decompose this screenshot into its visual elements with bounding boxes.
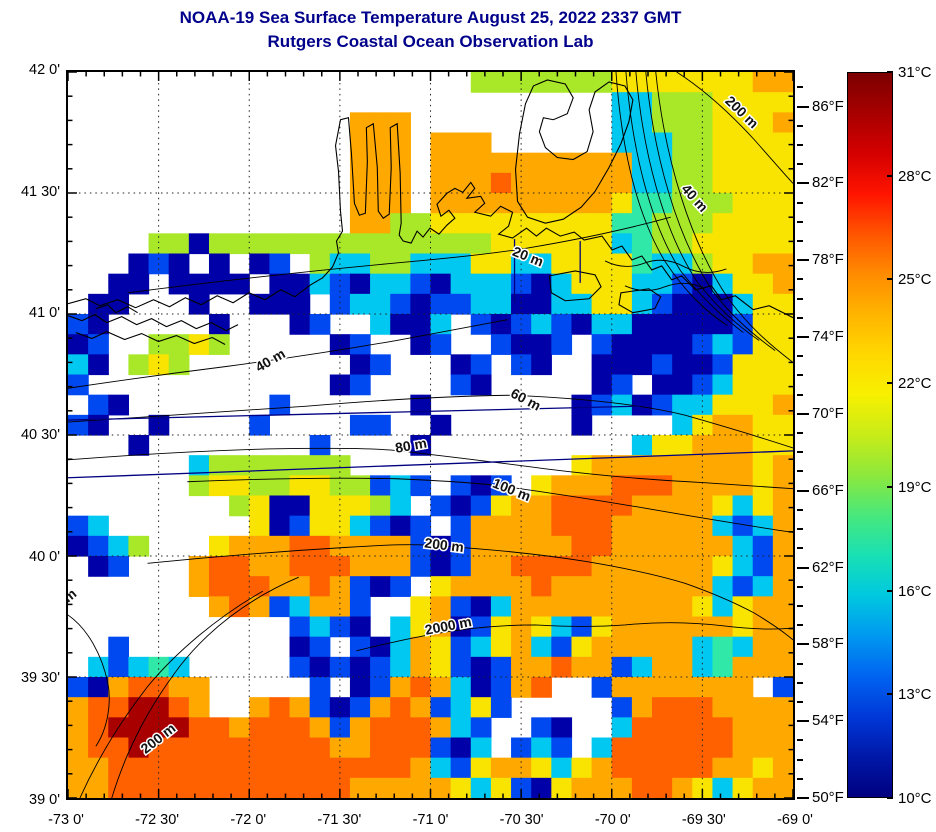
celsius-tick (887, 797, 893, 799)
fahrenheit-label: 54°F (812, 712, 844, 730)
lon-tick-label: -71 0' (412, 812, 449, 828)
fahrenheit-label: 74°F (812, 328, 844, 346)
lon-tick-label: -70 0' (594, 812, 631, 828)
lat-tick-label: 40 0' (29, 548, 60, 565)
fahrenheit-tick (797, 566, 809, 569)
fahrenheit-label: 82°F (812, 174, 844, 192)
lon-tick-label: -72 0' (230, 812, 267, 828)
fahrenheit-tick (797, 374, 803, 377)
fahrenheit-tick (797, 124, 803, 127)
fahrenheit-label: 62°F (812, 558, 844, 576)
fahrenheit-tick (797, 86, 803, 89)
fahrenheit-tick (797, 259, 809, 262)
fahrenheit-tick (797, 739, 803, 742)
contour-label: m (68, 585, 79, 605)
lon-tick-label: -70 30' (499, 812, 544, 828)
celsius-label: 31°C (898, 64, 932, 81)
fahrenheit-label: 70°F (812, 404, 844, 422)
fahrenheit-label: 50°F (812, 789, 844, 806)
fahrenheit-tick (797, 470, 803, 473)
celsius-label: 10°C (898, 790, 932, 807)
fahrenheit-label: 66°F (812, 481, 844, 499)
fahrenheit-tick (797, 240, 803, 243)
celsius-label: 22°C (898, 375, 932, 393)
fahrenheit-tick (797, 489, 809, 492)
lon-tick-label: -72 30' (135, 812, 180, 828)
fahrenheit-tick (797, 182, 809, 185)
fahrenheit-tick (797, 777, 803, 780)
celsius-label: 19°C (898, 478, 932, 496)
lon-tick-label: -73 0' (48, 812, 84, 828)
fahrenheit-tick (797, 278, 803, 281)
fahrenheit-tick (797, 412, 809, 415)
axis-ticks (68, 72, 793, 798)
lat-tick-label: 39 30' (20, 670, 60, 687)
celsius-tick (887, 382, 893, 385)
fahrenheit-label: 78°F (812, 251, 844, 269)
fahrenheit-tick (797, 336, 809, 339)
coastline (68, 79, 793, 345)
map-axes: 200 m 40 m 20 m 40 m 60 m 80 m 100 m 200 m 2000 … (66, 70, 795, 800)
fahrenheit-tick (797, 585, 803, 588)
temperature-colorbar (847, 72, 893, 798)
fahrenheit-tick (797, 758, 803, 761)
contour-label: 40 m (252, 345, 287, 375)
lon-tick-label: -69 30' (681, 812, 726, 828)
fahrenheit-tick (797, 643, 809, 646)
fahrenheit-tick (797, 432, 803, 435)
lat-tick-label: 40 30' (20, 427, 60, 443)
fahrenheit-tick (797, 604, 803, 607)
transect-lines (68, 239, 793, 479)
celsius-label: 25°C (898, 271, 932, 289)
fahrenheit-tick (797, 451, 803, 454)
depth-contours (68, 72, 793, 798)
celsius-label: 28°C (898, 167, 932, 185)
fahrenheit-tick (797, 393, 803, 396)
lat-tick-label: 39 0' (29, 792, 60, 808)
fahrenheit-tick (797, 143, 803, 146)
fahrenheit-tick (797, 681, 803, 684)
lat-tick-label: 41 30' (20, 183, 60, 200)
fahrenheit-tick (797, 720, 809, 723)
fahrenheit-tick (797, 547, 803, 550)
fahrenheit-tick (797, 297, 803, 300)
lon-tick-label: -69 0' (777, 812, 813, 828)
fahrenheit-tick (797, 105, 809, 108)
lat-tick-label: 41 0' (29, 305, 60, 322)
fahrenheit-tick (797, 624, 803, 627)
fahrenheit-tick (797, 201, 803, 204)
fahrenheit-tick (797, 220, 803, 223)
fahrenheit-tick (797, 662, 803, 665)
celsius-tick (887, 278, 893, 281)
celsius-tick (887, 71, 893, 73)
fahrenheit-tick (797, 355, 803, 358)
fahrenheit-tick (797, 163, 803, 166)
figure-title: NOAA-19 Sea Surface Temperature August 2… (179, 8, 682, 27)
fahrenheit-tick (797, 508, 803, 511)
lat-tick-label: 42 0' (29, 62, 60, 78)
fahrenheit-label: 86°F (812, 97, 844, 115)
figure-subtitle: Rutgers Coastal Ocean Observation Lab (267, 32, 594, 51)
lon-tick-label: -71 30' (317, 812, 362, 828)
celsius-tick (887, 485, 893, 488)
fahrenheit-tick (797, 316, 803, 319)
celsius-tick (887, 693, 893, 696)
fahrenheit-tick (797, 528, 803, 531)
fahrenheit-label: 58°F (812, 635, 844, 653)
contour-label: 200 m (424, 534, 465, 555)
fahrenheit-tick (797, 700, 803, 703)
celsius-tick (887, 174, 893, 177)
celsius-label: 13°C (898, 686, 932, 704)
fahrenheit-tick (797, 797, 809, 799)
celsius-tick (887, 589, 893, 592)
sst-grid (68, 72, 793, 798)
celsius-label: 16°C (898, 582, 932, 600)
